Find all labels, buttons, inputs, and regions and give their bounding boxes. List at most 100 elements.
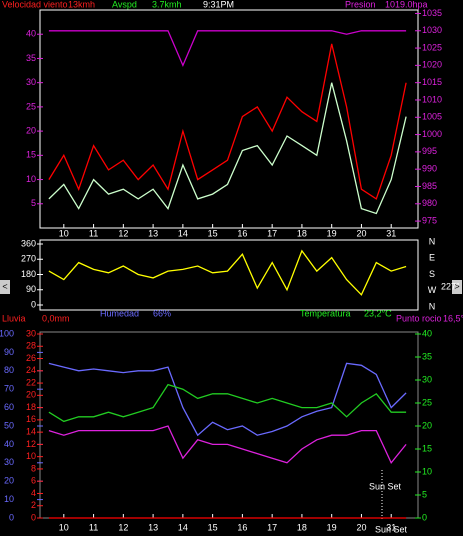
- time: 9:31PM: [203, 0, 234, 9]
- y-tick-label: 180: [21, 269, 36, 279]
- reading: 66%: [153, 308, 171, 318]
- y-tick-label: 90: [4, 347, 14, 357]
- y-tick-label: 30: [4, 457, 14, 467]
- y-tick-label: 80: [4, 365, 14, 375]
- series-line: [48, 383, 407, 423]
- y-tick-label: 995: [422, 146, 437, 156]
- x-tick-label: 10: [59, 228, 69, 238]
- y-tick-label: 20: [422, 420, 432, 430]
- y-tick-label: 22: [26, 377, 36, 387]
- series-line: [48, 425, 407, 465]
- y-tick-label: 10: [422, 466, 432, 476]
- x-tick-label: 13: [148, 522, 158, 532]
- x-tick-label: 10: [59, 522, 69, 532]
- nav-right-label[interactable]: >: [454, 281, 459, 291]
- y-tick-label: 985: [422, 181, 437, 191]
- y-tick-label: 100: [0, 328, 14, 338]
- x-tick-label: 16: [237, 228, 247, 238]
- compass-label: E: [429, 253, 435, 263]
- annotation: Sun Set: [369, 481, 402, 491]
- series-name: Velocidad viento: [2, 0, 68, 9]
- y-tick-label: 25: [26, 101, 36, 111]
- nav-left-label[interactable]: <: [2, 281, 7, 291]
- y-tick-label: 4: [31, 488, 36, 498]
- y-tick-label: 5: [31, 198, 36, 208]
- annotation: Sun Set: [375, 524, 408, 534]
- y-tick-label: 35: [26, 53, 36, 63]
- compass-label: S: [429, 269, 435, 279]
- y-tick-label: 20: [26, 390, 36, 400]
- y-tick-label: 0: [31, 512, 36, 522]
- y-tick-label: 1015: [422, 77, 442, 87]
- y-tick-label: 1030: [422, 25, 442, 35]
- nav-right[interactable]: [452, 280, 462, 294]
- y-tick-label: 26: [26, 353, 36, 363]
- y-tick-label: 20: [4, 476, 14, 486]
- y-tick-label: 270: [21, 254, 36, 264]
- y-tick-label: 1000: [422, 129, 442, 139]
- x-tick-label: 13: [148, 228, 158, 238]
- y-tick-label: 5: [422, 489, 427, 499]
- y-tick-label: 15: [422, 443, 432, 453]
- y-tick-label: 25: [422, 397, 432, 407]
- y-tick-label: 30: [26, 77, 36, 87]
- reading: 3.7kmh: [152, 0, 182, 9]
- y-tick-label: 1020: [422, 60, 442, 70]
- x-tick-label: 15: [208, 228, 218, 238]
- y-tick-label: 90: [26, 284, 36, 294]
- x-tick-label: 14: [178, 228, 188, 238]
- x-tick-label: 18: [297, 522, 307, 532]
- series-name: Temperatura: [300, 308, 351, 318]
- y-tick-label: 2: [31, 500, 36, 510]
- nav-left[interactable]: [0, 280, 10, 294]
- y-tick-label: 70: [4, 384, 14, 394]
- y-tick-label: 1005: [422, 112, 442, 122]
- y-tick-label: 30: [26, 328, 36, 338]
- y-tick-label: 12: [26, 439, 36, 449]
- x-tick-label: 11: [89, 228, 98, 238]
- x-tick-label: 20: [356, 228, 366, 238]
- series-line: [48, 82, 407, 215]
- y-tick-label: 1035: [422, 8, 442, 18]
- y-tick-label: 360: [21, 238, 36, 248]
- y-tick-label: 980: [422, 198, 437, 208]
- series-name: Avspd: [112, 0, 137, 9]
- x-tick-label: 11: [89, 522, 98, 532]
- compass-label: W: [428, 285, 437, 295]
- frame: [39, 9, 419, 229]
- reading: 1019.0hpa: [385, 0, 428, 9]
- series-name: Presion: [345, 0, 376, 9]
- x-tick-label: 15: [208, 522, 218, 532]
- x-tick-label: 19: [327, 522, 337, 532]
- x-tick-label: 16: [237, 522, 247, 532]
- y-tick-label: 0: [422, 512, 427, 522]
- reading: 13kmh: [68, 0, 95, 9]
- y-tick-label: 28: [26, 341, 36, 351]
- y-tick-label: 18: [26, 402, 36, 412]
- compass-label: N: [429, 236, 436, 246]
- x-tick-label: 17: [267, 522, 277, 532]
- x-tick-label: 14: [178, 522, 188, 532]
- y-tick-label: 1010: [422, 94, 442, 104]
- series-line: [48, 249, 407, 296]
- series-line: [48, 43, 407, 200]
- y-tick-label: 14: [26, 427, 36, 437]
- y-tick-label: 20: [26, 125, 36, 135]
- y-tick-label: 1025: [422, 42, 442, 52]
- y-tick-label: 16: [26, 414, 36, 424]
- reading: 16,5°C: [443, 313, 463, 323]
- y-tick-label: 10: [4, 494, 14, 504]
- y-tick-label: 990: [422, 164, 437, 174]
- y-tick-label: 10: [26, 451, 36, 461]
- x-tick-label: 12: [118, 228, 128, 238]
- y-tick-label: 30: [422, 374, 432, 384]
- y-tick-label: 6: [31, 476, 36, 486]
- compass-label: N: [429, 301, 436, 311]
- y-tick-label: 15: [26, 150, 36, 160]
- y-tick-label: 60: [4, 402, 14, 412]
- series-line: [48, 30, 407, 68]
- y-tick-label: 40: [26, 29, 36, 39]
